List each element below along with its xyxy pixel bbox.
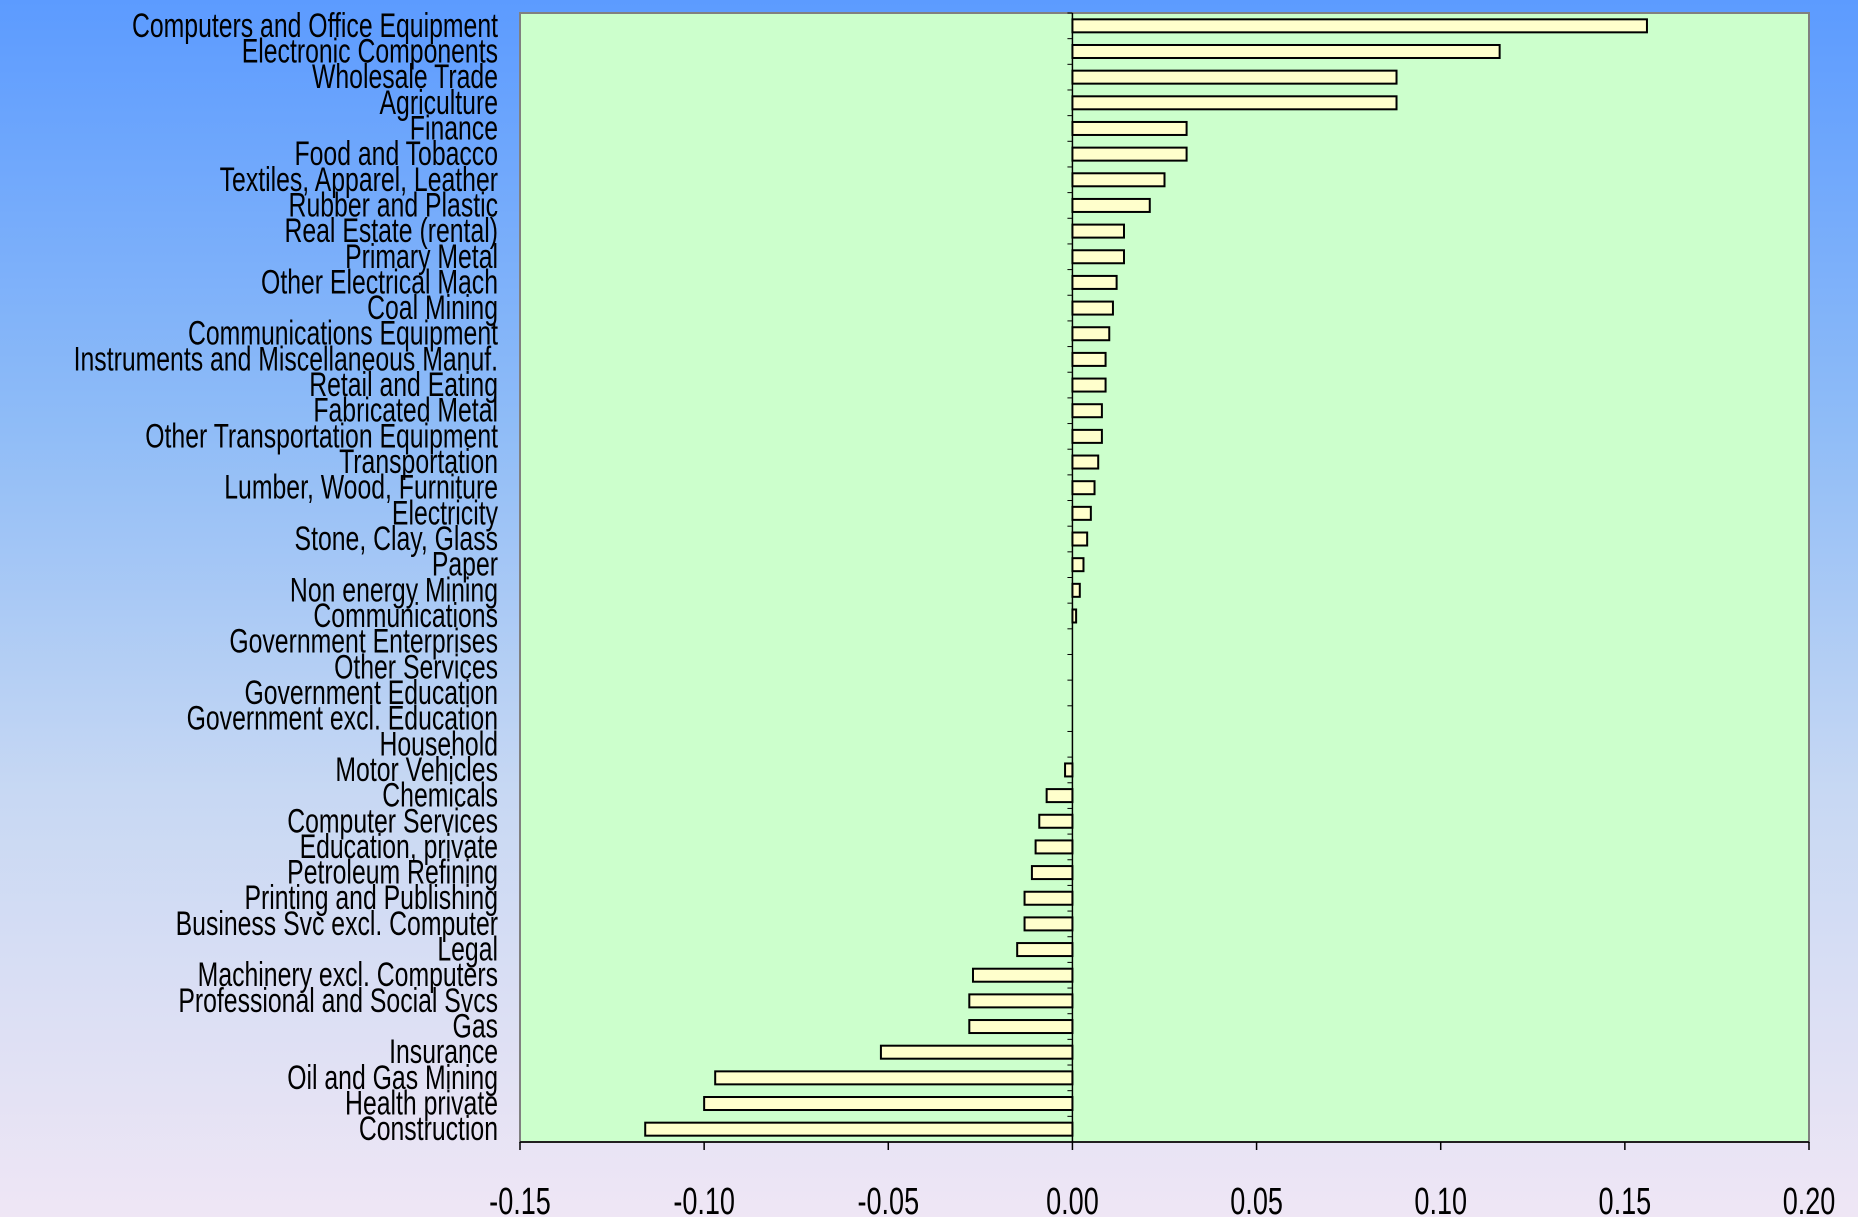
- category-label: Printing and Publishing: [244, 879, 498, 917]
- category-label: Retail and Eating: [309, 366, 498, 404]
- x-tick-label: 0.00: [1046, 1179, 1099, 1217]
- category-label: Primary Metal: [345, 238, 498, 276]
- x-tick-label: -0.15: [489, 1179, 551, 1217]
- category-label: Transportation: [339, 443, 498, 481]
- category-label: Construction: [359, 1110, 498, 1148]
- bar: [1071, 403, 1103, 419]
- bar: [968, 1019, 1074, 1035]
- category-label: Paper: [432, 546, 498, 584]
- category-label: Government excl. Education: [187, 700, 498, 738]
- bar: [1071, 197, 1151, 213]
- category-label: Computer Services: [287, 802, 498, 840]
- bar: [644, 1121, 1074, 1137]
- category-label: Agriculture: [380, 84, 498, 122]
- x-tick-label: 0.15: [1599, 1179, 1652, 1217]
- category-label: Coal Mining: [367, 289, 498, 327]
- bar: [1071, 557, 1085, 573]
- bar: [1038, 813, 1074, 829]
- bar: [1071, 18, 1648, 34]
- category-label: Other Transportation Equipment: [145, 417, 498, 455]
- bar: [1071, 223, 1125, 239]
- bar: [1071, 326, 1111, 342]
- bar: [1071, 172, 1166, 188]
- bar: [1071, 582, 1081, 598]
- category-label: Non energy Mining: [290, 571, 498, 609]
- bar: [1064, 762, 1074, 778]
- bar: [1071, 531, 1089, 547]
- bar: [971, 967, 1074, 983]
- x-tick-label: -0.10: [673, 1179, 735, 1217]
- bar: [879, 1044, 1074, 1060]
- category-label: Oil and Gas Mining: [287, 1059, 498, 1097]
- category-label: Health private: [345, 1085, 498, 1123]
- bar: [1030, 865, 1074, 881]
- bar: [1071, 300, 1114, 316]
- x-tick-label: 0.20: [1783, 1179, 1836, 1217]
- category-label: Rubber and Plastic: [289, 187, 498, 225]
- category-label: Gas: [453, 1008, 498, 1046]
- bar: [1023, 890, 1074, 906]
- bar: [1071, 249, 1125, 265]
- bar: [1071, 428, 1103, 444]
- bar: [1071, 351, 1107, 367]
- category-label: Electricity: [392, 494, 499, 532]
- category-label: Communications Equipment: [188, 315, 499, 353]
- category-label: Computers and Office Equipment: [132, 7, 499, 45]
- category-label: Household: [379, 725, 498, 763]
- category-label: Finance: [410, 110, 498, 148]
- category-label: Machinery excl. Computers: [198, 956, 498, 994]
- category-label: Other Services: [334, 648, 498, 686]
- category-label: Wholesale Trade: [312, 58, 498, 96]
- bar: [703, 1096, 1074, 1112]
- category-label: Textiles, Apparel, Leather: [220, 161, 498, 199]
- bar: [1071, 120, 1188, 136]
- bar: [1071, 274, 1118, 290]
- bar: [1071, 505, 1092, 521]
- x-tick-label: -0.05: [857, 1179, 919, 1217]
- category-label: Business Svc excl. Computer: [176, 905, 498, 943]
- category-label: Real Estate (rental): [284, 212, 498, 250]
- bar: [1071, 377, 1107, 393]
- category-label: Government Enterprises: [229, 623, 498, 661]
- category-label: Education, private: [300, 828, 498, 866]
- bar: [1071, 43, 1501, 59]
- category-label: Insurance: [389, 1033, 498, 1071]
- category-label: Petroleum Refining: [287, 854, 498, 892]
- category-label: Professional and Social Svcs: [178, 982, 498, 1020]
- plot-area: [519, 12, 1810, 1143]
- category-label: Communications: [313, 597, 498, 635]
- bar: [1071, 608, 1078, 624]
- category-label: Government Education: [244, 674, 498, 712]
- category-label: Stone, Clay, Glass: [295, 520, 498, 558]
- category-label: Food and Tobacco: [294, 135, 498, 173]
- category-label: Instruments and Miscellaneous Manuf.: [74, 340, 498, 378]
- category-label: Legal: [437, 931, 498, 969]
- bar: [968, 993, 1074, 1009]
- category-label: Other Electrical Mach: [261, 263, 498, 301]
- bar: [714, 1070, 1074, 1086]
- bar: [1071, 69, 1398, 85]
- category-label: Motor Vehicles: [335, 751, 498, 789]
- bar: [1071, 95, 1398, 111]
- category-label: Fabricated Metal: [313, 392, 498, 430]
- bar: [1023, 916, 1074, 932]
- category-label: Lumber, Wood, Furniture: [224, 469, 498, 507]
- category-label: Electronic Components: [242, 33, 498, 71]
- bar: [1071, 480, 1096, 496]
- bar: [1071, 454, 1100, 470]
- category-label: Chemicals: [382, 777, 498, 815]
- x-tick-label: 0.05: [1230, 1179, 1283, 1217]
- bar: [1016, 942, 1074, 958]
- bar: [1034, 839, 1074, 855]
- bar: [1045, 788, 1074, 804]
- bar: [1071, 146, 1188, 162]
- x-tick-label: 0.10: [1414, 1179, 1467, 1217]
